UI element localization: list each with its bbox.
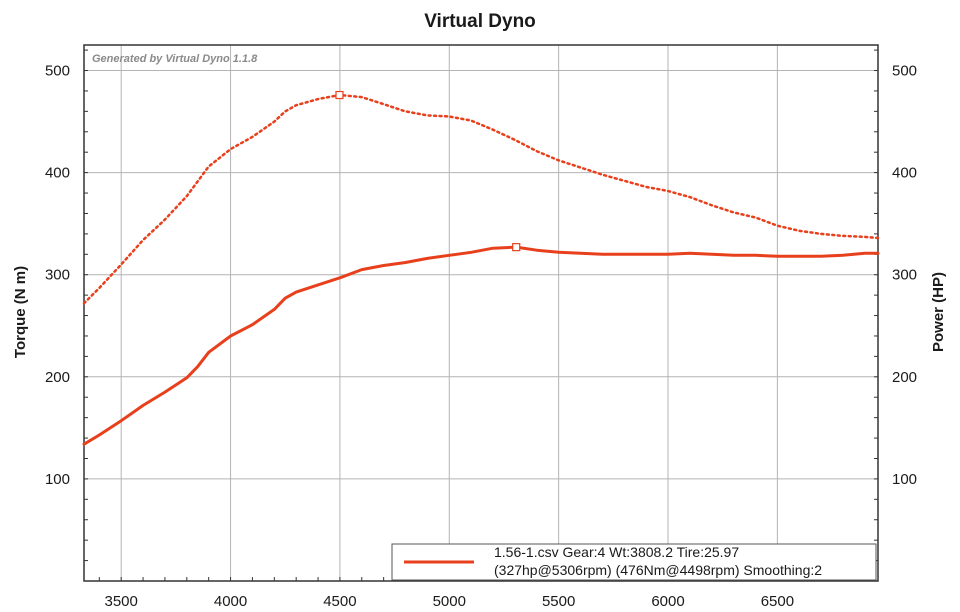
series-lines [82,93,880,446]
left-axis-label: Torque (N m) [12,266,29,358]
torque-line [82,93,880,305]
watermark-text: Generated by Virtual Dyno 1.1.8 [92,53,258,65]
x-axis-tick-labels: 3500 4000 4500 5000 5500 6000 6500 [104,593,794,610]
x-tick-label: 4000 [214,593,247,610]
x-tick-label: 6500 [761,593,794,610]
right-tick-label: 300 [892,267,917,284]
left-tick-label: 500 [45,63,70,80]
left-axis-tick-labels: 100 200 300 400 500 [45,63,70,488]
torque-peak-marker [335,90,344,100]
right-tick-label: 500 [892,63,917,80]
x-tick-label: 4500 [323,593,356,610]
x-tick-label: 5500 [542,593,575,610]
legend-line-1: 1.56-1.csv Gear:4 Wt:3808.2 Tire:25.97 [494,544,739,560]
x-tick-label: 3500 [104,593,137,610]
left-tick-label: 200 [45,369,70,386]
plot-frame [83,44,879,582]
minor-ticks [84,49,878,581]
left-tick-label: 400 [45,165,70,182]
power-line [82,245,880,446]
right-tick-label: 100 [892,471,917,488]
x-tick-label: 5000 [433,593,466,610]
right-tick-label: 200 [892,369,917,386]
right-tick-label: 400 [892,165,917,182]
right-axis-label: Power (HP) [930,272,947,352]
chart-title: Virtual Dyno [424,11,536,32]
power-peak-marker [512,243,521,252]
legend-box: 1.56-1.csv Gear:4 Wt:3808.2 Tire:25.97 (… [391,543,877,581]
left-tick-label: 300 [45,267,70,284]
grid-lines [84,45,878,581]
right-axis-tick-labels: 100 200 300 400 500 [892,63,917,488]
left-tick-label: 100 [45,471,70,488]
x-tick-label: 6000 [651,593,684,610]
peak-markers [335,90,521,252]
legend-line-2: (327hp@5306rpm) (476Nm@4498rpm) Smoothin… [494,562,822,578]
